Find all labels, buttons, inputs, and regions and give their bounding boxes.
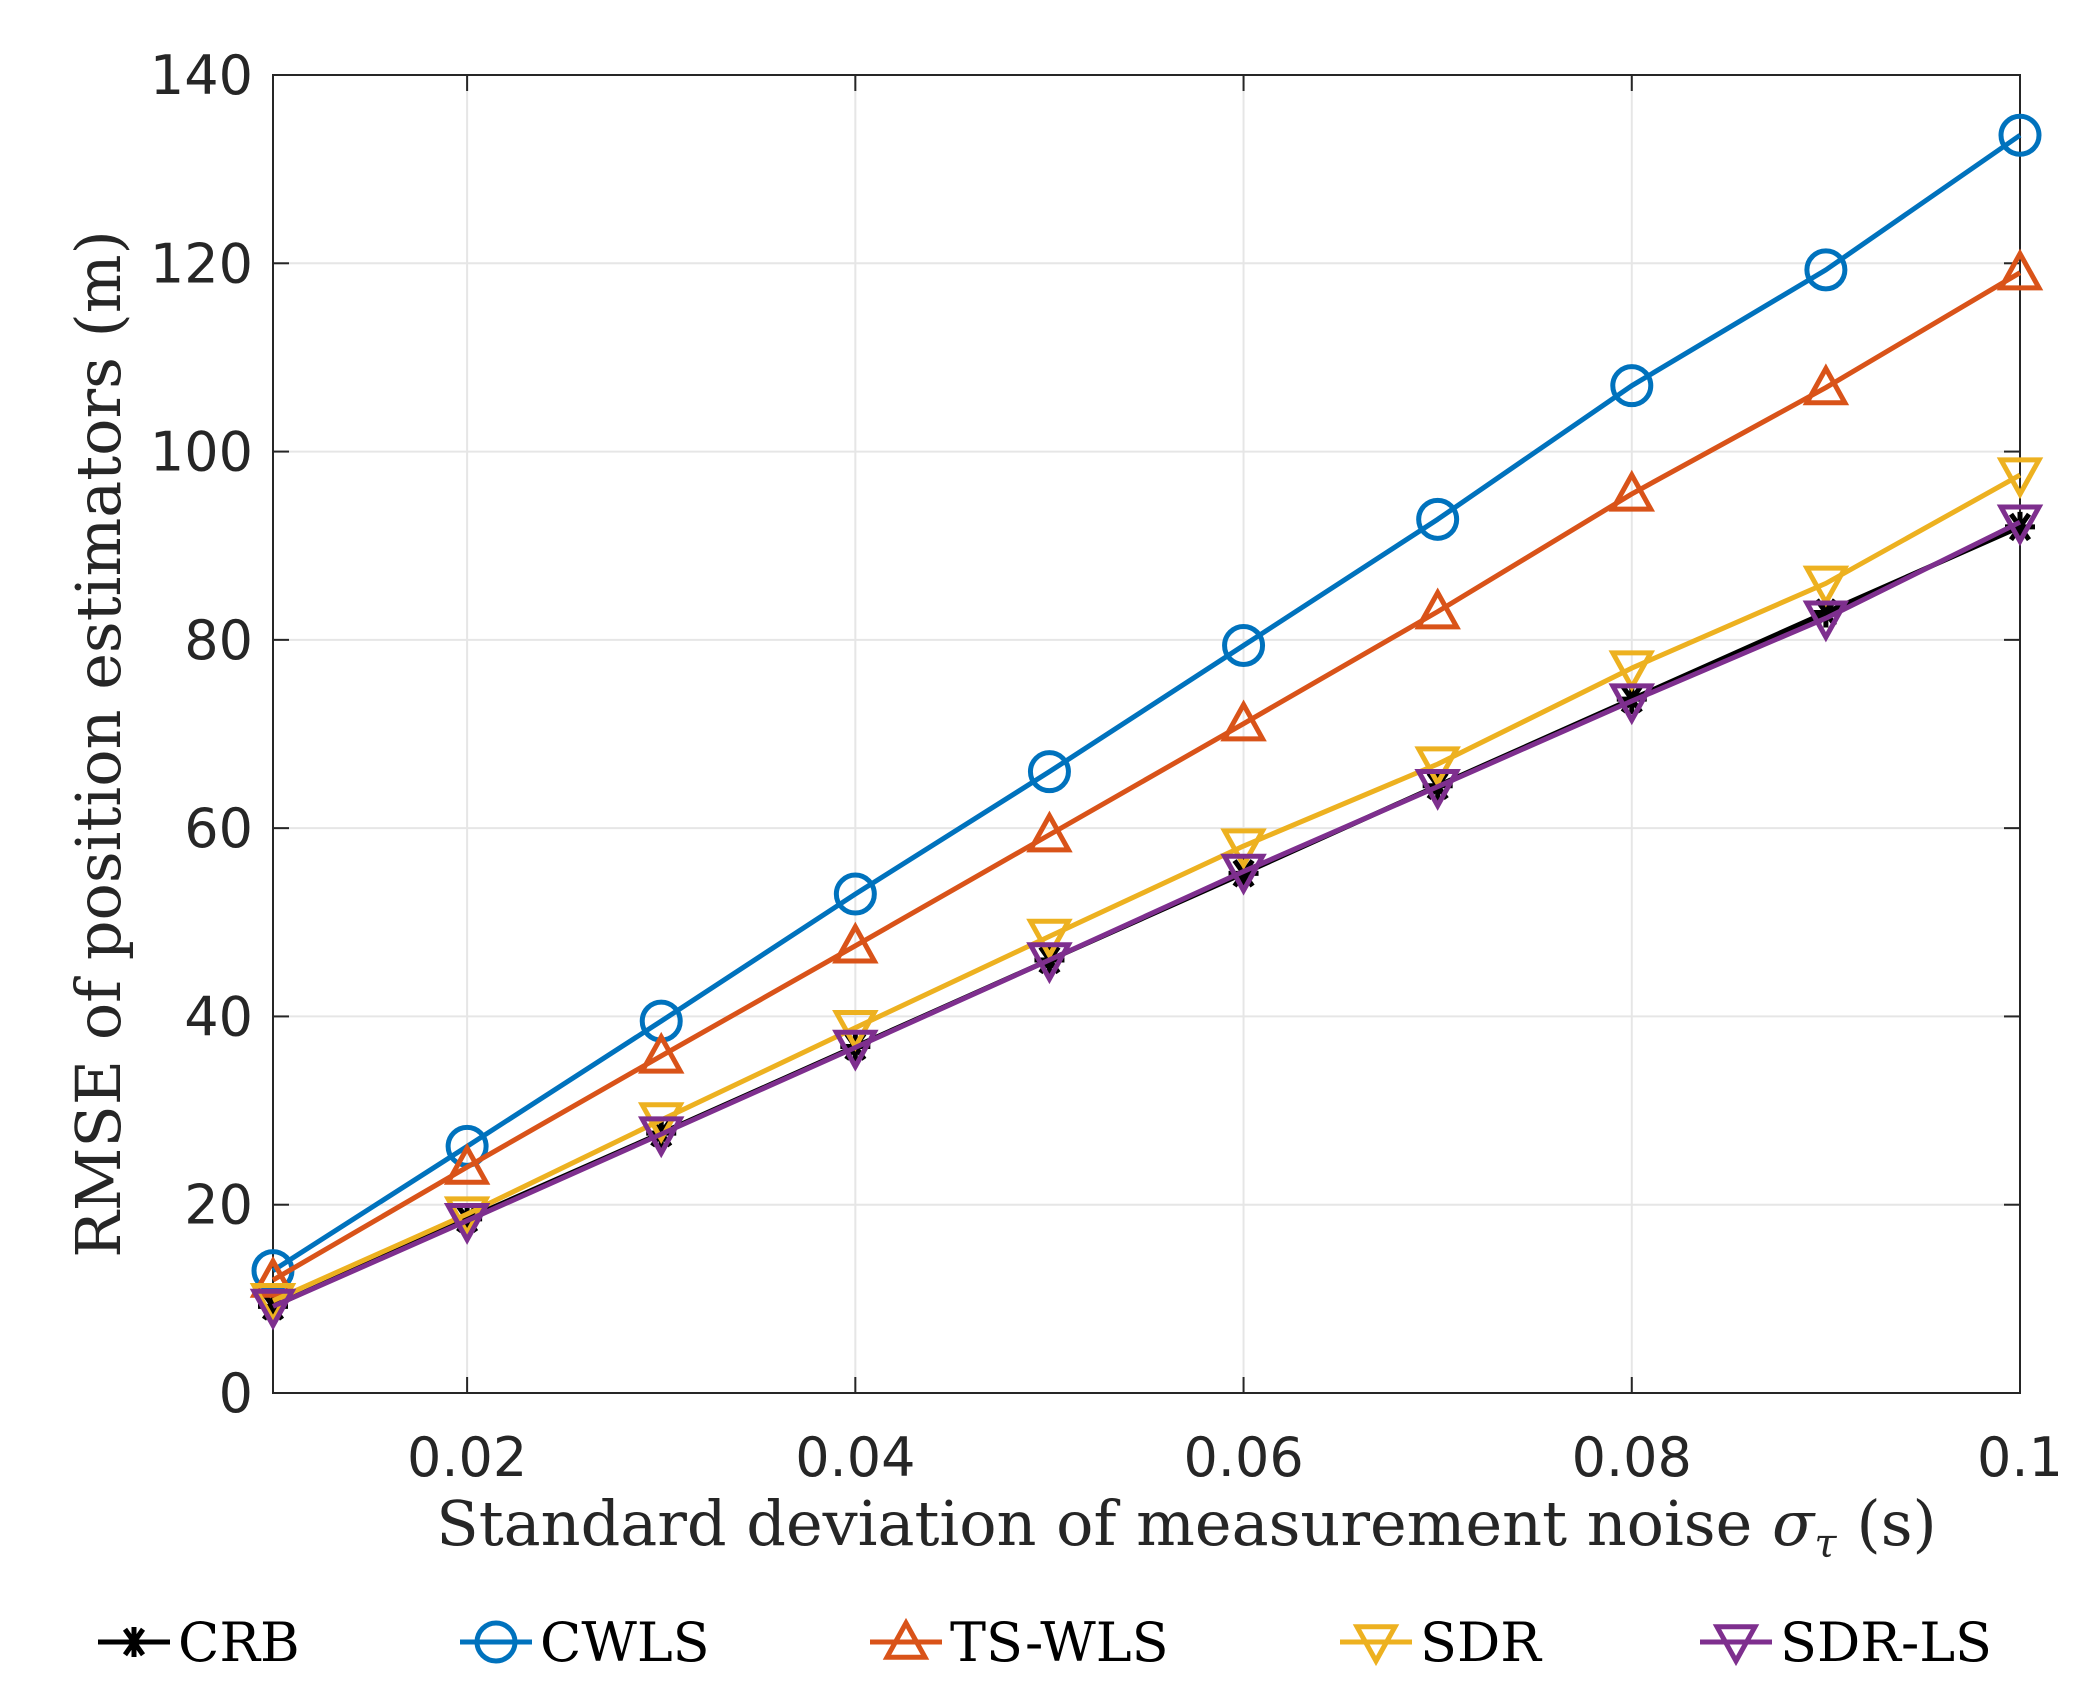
y-tick-label: 40 [184, 985, 253, 1048]
data-point-sdr [1220, 828, 1267, 871]
data-point-sdr [1802, 565, 1850, 608]
series-sdr-ls [249, 504, 2044, 1331]
series-line-cwls [271, 133, 2022, 1273]
legend-marker-sdr-ls [1712, 1624, 1760, 1667]
x-tick-label: 0.06 [1183, 1426, 1303, 1489]
data-point-cwls [1416, 497, 1460, 541]
data-point-sdr-ls [1026, 942, 1073, 985]
series-layer [249, 113, 2044, 1331]
y-tick-label: 20 [184, 1174, 253, 1237]
data-point-ts-wls [637, 1031, 685, 1074]
data-point-ts-wls [443, 1142, 491, 1185]
data-point-ts-wls [832, 921, 879, 964]
x-tick-label: 0.04 [795, 1426, 915, 1489]
x-axis-ticks: 0.02 0.04 0.06 0.08 0.1 [407, 75, 2063, 1489]
x-axis-title-text: Standard deviation of measurement noise [436, 1487, 1752, 1560]
series-ts-wls [249, 248, 2044, 1298]
x-axis-title-subscript: τ [1814, 1521, 1837, 1567]
data-point-sdr-ls [1996, 504, 2044, 547]
x-tick-label: 0.1 [1977, 1426, 2063, 1489]
data-point-cwls [1804, 248, 1848, 292]
plot-area-frame [272, 74, 2021, 1394]
data-point-sdr-ls [443, 1203, 491, 1245]
y-tick-label: 60 [184, 797, 253, 860]
data-point-cwls [1610, 364, 1654, 408]
data-point-sdr-ls [249, 1288, 297, 1331]
data-point-sdr-ls [1414, 769, 1461, 811]
y-tick-label: 120 [150, 232, 253, 295]
legend-label-crb: CRB [178, 1611, 300, 1674]
legend-item-sdr-ls: SDR-LS [1700, 1611, 1992, 1674]
legend-item-sdr: SDR [1340, 1611, 1542, 1674]
data-point-sdr [1026, 918, 1073, 961]
legend-item-cwls: CWLS [460, 1611, 710, 1674]
x-tick-label: 0.08 [1572, 1426, 1692, 1489]
legend-label-cwls: CWLS [540, 1611, 710, 1674]
legend-marker-ts-wls [882, 1617, 930, 1660]
data-point-sdr-ls [1608, 683, 1656, 726]
y-tick-label: 80 [184, 609, 253, 672]
legend-label-ts-wls: TS-WLS [950, 1611, 1169, 1674]
x-axis-title-symbol: σ [1772, 1487, 1816, 1560]
data-point-ts-wls [1802, 363, 1850, 406]
x-axis-title-unit: (s) [1857, 1487, 1937, 1560]
data-point-cwls [833, 872, 877, 916]
data-point-sdr-ls [1802, 600, 1850, 643]
y-axis-ticks: 0 20 40 60 80 100 120 140 [150, 44, 2020, 1425]
data-point-crb [1810, 597, 1841, 628]
data-point-cwls [1222, 624, 1266, 668]
legend-item-ts-wls: TS-WLS [870, 1611, 1169, 1674]
data-point-ts-wls [1414, 587, 1461, 630]
legend: CRB CWLS TS-WLS SDR SDR-LS [98, 1611, 1992, 1674]
data-point-cwls [1998, 113, 2042, 157]
data-point-sdr [832, 1010, 879, 1052]
data-point-cwls [1027, 750, 1071, 794]
data-point-ts-wls [1996, 248, 2044, 291]
data-point-crb [258, 1291, 288, 1322]
legend-label-sdr: SDR [1420, 1611, 1542, 1674]
series-line-sdr-ls [271, 519, 2022, 1309]
x-tick-label: 0.02 [407, 1426, 527, 1489]
y-tick-label: 100 [150, 421, 253, 484]
y-tick-label: 140 [150, 44, 253, 107]
legend-marker-sdr [1352, 1624, 1400, 1667]
legend-marker-crb [119, 1627, 149, 1657]
data-point-sdr [1608, 650, 1656, 693]
data-point-sdr [1996, 457, 2044, 500]
data-point-ts-wls [1026, 810, 1073, 853]
grid [273, 74, 2021, 1394]
legend-label-sdr-ls: SDR-LS [1780, 1611, 1992, 1674]
data-point-sdr-ls [1220, 853, 1267, 896]
data-point-sdr-ls [832, 1029, 879, 1072]
legend-item-crb: CRB [98, 1611, 300, 1674]
y-tick-label: 0 [219, 1362, 253, 1425]
data-point-ts-wls [1220, 699, 1267, 742]
series-line-sdr [271, 472, 2022, 1304]
x-axis-title: Standard deviation of measurement noise … [436, 1487, 1936, 1567]
data-point-sdr-ls [637, 1116, 685, 1159]
y-axis-title: RMSE of position estimators (m) [62, 230, 135, 1258]
data-point-crb [2005, 511, 2035, 542]
data-point-ts-wls [249, 1255, 297, 1298]
data-point-sdr [1414, 746, 1461, 789]
data-point-sdr [637, 1102, 685, 1145]
legend-marker-cwls [474, 1620, 518, 1664]
data-point-ts-wls [1608, 469, 1656, 512]
series-line-ts-wls [271, 270, 2022, 1283]
